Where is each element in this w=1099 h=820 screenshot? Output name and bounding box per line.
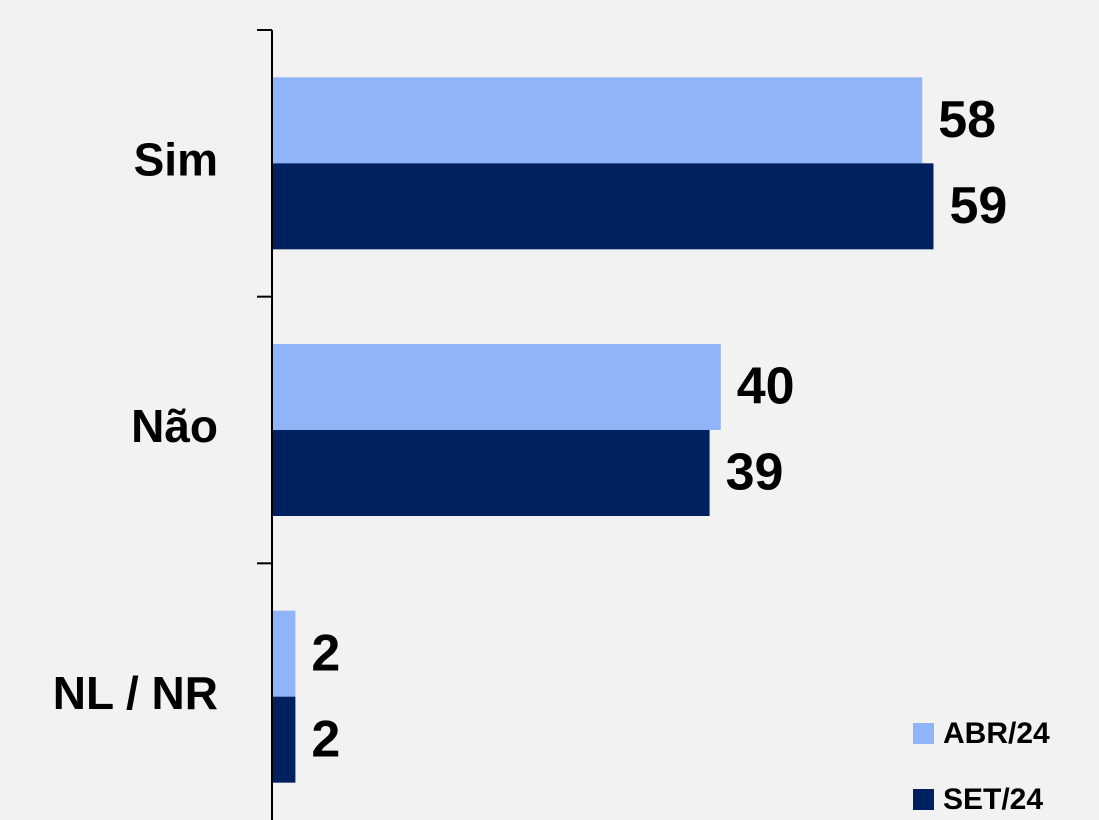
bar (273, 344, 721, 430)
value-label: 40 (737, 358, 795, 416)
value-label: 2 (311, 624, 340, 682)
bar (273, 77, 923, 164)
bar (273, 163, 934, 250)
legend-label: ABR/24 (943, 717, 1050, 750)
value-label: 39 (726, 444, 784, 502)
bar (273, 610, 296, 697)
legend-label: SET/24 (943, 783, 1043, 816)
bar (273, 696, 296, 783)
value-label: 58 (938, 91, 996, 149)
bar (273, 430, 710, 516)
legend-swatch (913, 789, 934, 810)
category-label: NL / NR (53, 667, 218, 719)
legend-swatch (913, 723, 934, 744)
category-label: Não (131, 400, 218, 452)
value-label: 2 (311, 710, 340, 768)
value-label: 59 (949, 177, 1007, 235)
category-label: Sim (134, 133, 218, 185)
